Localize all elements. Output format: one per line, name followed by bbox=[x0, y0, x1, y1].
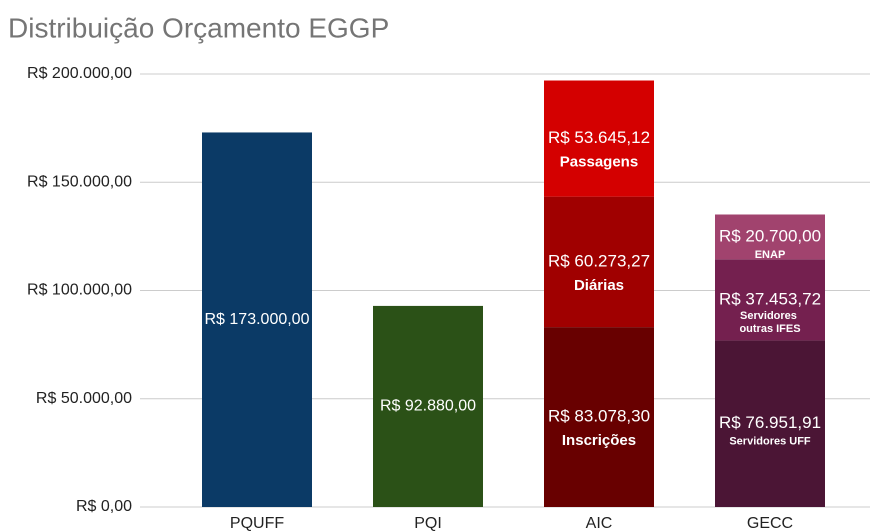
bar-segment bbox=[544, 196, 654, 328]
bar-segment bbox=[715, 340, 825, 507]
segment-name: Servidores UFF bbox=[729, 436, 811, 448]
value-label: R$ 53.645,12 bbox=[548, 128, 650, 147]
value-label: R$ 92.880,00 bbox=[380, 398, 476, 415]
chart-title: Distribuição Orçamento EGGP bbox=[8, 12, 389, 43]
x-tick-label: AIC bbox=[586, 515, 613, 531]
x-tick-label: GECC bbox=[747, 515, 793, 531]
bar-segment bbox=[373, 305, 483, 507]
value-label: R$ 60.273,27 bbox=[548, 251, 650, 270]
bar-segment bbox=[544, 80, 654, 197]
y-tick-label: R$ 100.000,00 bbox=[27, 282, 132, 299]
y-tick-label: R$ 0,00 bbox=[76, 498, 132, 515]
bar-segment bbox=[715, 214, 825, 260]
y-tick-label: R$ 150.000,00 bbox=[27, 173, 132, 190]
segment-name: Inscrições bbox=[562, 432, 636, 449]
segment-name: ENAP bbox=[755, 249, 786, 261]
bar-segment bbox=[544, 327, 654, 507]
x-tick-label: PQI bbox=[414, 515, 442, 531]
y-tick-label: R$ 200.000,00 bbox=[27, 65, 132, 82]
segment-name: Servidores outras IFES bbox=[739, 310, 800, 335]
segment-name: Diárias bbox=[574, 277, 624, 294]
value-label: R$ 173.000,00 bbox=[205, 311, 310, 328]
y-tick-label: R$ 50.000,00 bbox=[36, 390, 132, 407]
value-label: R$ 37.453,72 bbox=[719, 289, 821, 308]
bar-segment bbox=[202, 132, 312, 507]
bar-segment bbox=[715, 259, 825, 341]
value-label: R$ 20.700,00 bbox=[719, 226, 821, 245]
x-tick-label: PQUFF bbox=[230, 515, 284, 531]
value-label: R$ 83.078,30 bbox=[548, 407, 650, 426]
segment-name: Passagens bbox=[560, 154, 638, 171]
value-label: R$ 76.951,91 bbox=[719, 413, 821, 432]
